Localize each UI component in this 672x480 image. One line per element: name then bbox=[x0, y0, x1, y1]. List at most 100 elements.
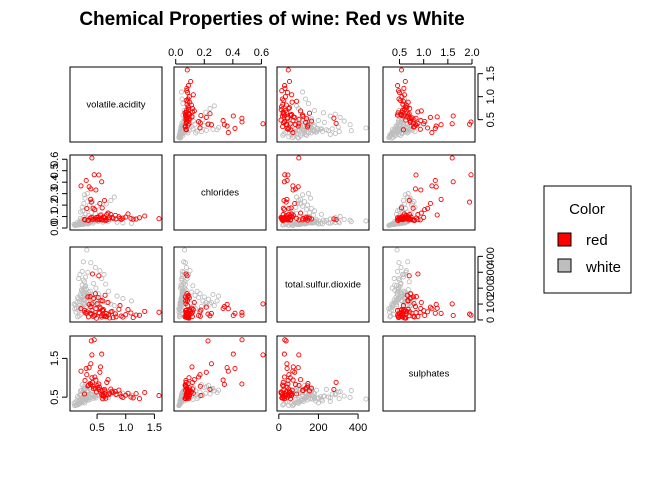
point-white bbox=[329, 126, 335, 132]
point-red bbox=[183, 112, 189, 118]
point-white bbox=[348, 388, 354, 394]
point-white bbox=[105, 288, 112, 294]
point-red bbox=[96, 217, 102, 223]
point-red bbox=[105, 299, 111, 306]
point-red bbox=[281, 179, 287, 185]
point-white bbox=[308, 205, 315, 212]
point-red bbox=[292, 381, 299, 387]
axis-bottom-total-sulfur-dioxide: 0 200 400 bbox=[276, 413, 367, 434]
point-white bbox=[216, 124, 222, 131]
point-red bbox=[191, 299, 197, 306]
point-red bbox=[232, 310, 238, 316]
axis-left-chlorides: 0.00.10.20.30.40.50.6 bbox=[49, 152, 68, 236]
axis-top-sulphates: 0.5 1.0 1.5 2.0 bbox=[392, 47, 480, 65]
tick-label: 0.5 bbox=[89, 422, 104, 434]
point-white bbox=[363, 218, 369, 224]
tick-label: 0.1 bbox=[49, 209, 61, 224]
point-red bbox=[186, 107, 192, 113]
tick-label: 0.5 bbox=[485, 112, 497, 127]
panel-chlorides-vs-volatile-acidity bbox=[69, 154, 163, 231]
panel-border bbox=[173, 246, 267, 323]
point-red bbox=[409, 310, 415, 316]
point-white bbox=[176, 403, 182, 409]
point-red bbox=[292, 369, 298, 375]
point-white bbox=[88, 260, 94, 266]
point-red bbox=[467, 199, 473, 205]
point-red bbox=[100, 298, 106, 304]
point-white bbox=[327, 220, 333, 226]
legend-label-white: white bbox=[585, 259, 621, 276]
point-white bbox=[412, 129, 418, 135]
point-red bbox=[411, 217, 418, 224]
point-red bbox=[92, 291, 98, 297]
point-white bbox=[406, 300, 412, 306]
axis-right-volatile-acidity: 0.5 1.0 1.5 bbox=[477, 66, 497, 127]
point-red bbox=[101, 313, 108, 319]
point-red bbox=[183, 97, 189, 103]
point-red bbox=[413, 294, 419, 300]
point-white bbox=[405, 259, 411, 265]
tick-label: 0.4 bbox=[49, 175, 61, 190]
point-red bbox=[85, 314, 92, 320]
point-red bbox=[183, 127, 189, 133]
panel-border bbox=[173, 66, 267, 143]
point-white bbox=[72, 306, 78, 312]
point-red bbox=[86, 301, 92, 307]
point-red bbox=[417, 217, 423, 223]
point-red bbox=[284, 384, 290, 390]
point-red bbox=[410, 205, 416, 211]
panel-total-sulfur-dioxide-vs-chlorides bbox=[173, 246, 267, 323]
point-red bbox=[418, 305, 424, 312]
point-white bbox=[295, 134, 301, 140]
point-red bbox=[232, 125, 238, 131]
point-red bbox=[305, 122, 311, 128]
point-white bbox=[128, 298, 135, 304]
tick-label: 0.6 bbox=[49, 152, 61, 167]
panel-volatile-acidity-vs-sulphates bbox=[382, 66, 476, 143]
point-white bbox=[304, 220, 311, 226]
point-red bbox=[128, 310, 134, 316]
point-white bbox=[387, 314, 393, 320]
panel-border bbox=[382, 335, 476, 412]
point-white bbox=[391, 276, 397, 282]
point-red bbox=[196, 374, 202, 380]
point-red bbox=[239, 337, 245, 343]
point-white bbox=[214, 298, 220, 304]
tick-label: 0.6 bbox=[254, 47, 269, 59]
point-red bbox=[289, 390, 295, 396]
point-red bbox=[401, 107, 407, 113]
point-white bbox=[79, 382, 85, 388]
tick-label: 1.5 bbox=[147, 422, 162, 434]
point-white bbox=[403, 268, 409, 274]
tick-label: 0 bbox=[485, 317, 497, 323]
point-white bbox=[395, 120, 401, 126]
point-red bbox=[395, 83, 401, 89]
point-white bbox=[81, 285, 88, 291]
point-red bbox=[220, 377, 226, 383]
point-red bbox=[196, 312, 202, 319]
point-white bbox=[348, 219, 354, 225]
axis-left-sulphates: 0.5 1.5 bbox=[49, 351, 68, 405]
point-red bbox=[284, 177, 290, 184]
point-white bbox=[72, 222, 78, 229]
point-red bbox=[128, 394, 134, 400]
panels-group: volatile.acidity chlorides total.sulfur.di… bbox=[69, 66, 476, 412]
point-red bbox=[402, 78, 408, 85]
point-red bbox=[449, 155, 455, 161]
point-red bbox=[203, 304, 209, 310]
point-red bbox=[184, 291, 190, 297]
point-white bbox=[302, 199, 308, 205]
point-red bbox=[413, 172, 419, 178]
point-white bbox=[183, 281, 189, 287]
point-red bbox=[425, 125, 431, 131]
point-red bbox=[279, 389, 285, 396]
point-red bbox=[281, 97, 287, 103]
point-red bbox=[415, 271, 421, 277]
point-white bbox=[341, 393, 347, 399]
point-red bbox=[189, 313, 195, 320]
point-red bbox=[185, 303, 191, 309]
point-red bbox=[89, 155, 95, 161]
point-red bbox=[294, 215, 300, 221]
point-red bbox=[117, 303, 123, 309]
point-red bbox=[402, 315, 408, 321]
